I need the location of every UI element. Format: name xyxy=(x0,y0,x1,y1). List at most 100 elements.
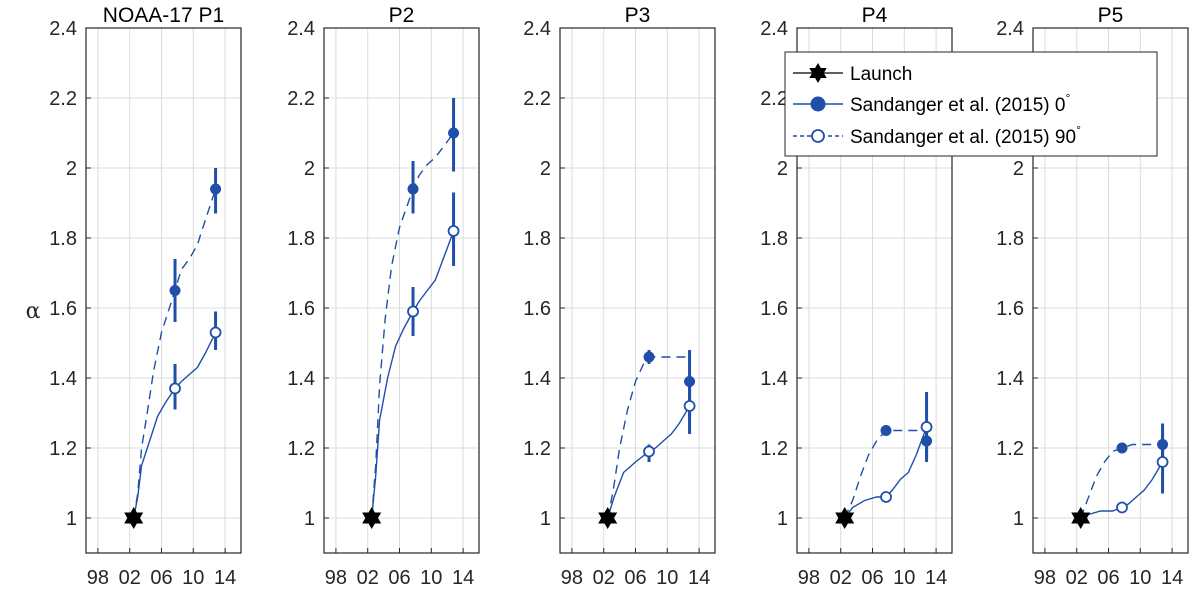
x-tick-label: 10 xyxy=(656,567,678,589)
panel-1: 98 02 06 10 14 1 1.2 1.4 1.6 1.8 2 2.2 2.4 NOAA-17 P1 xyxy=(49,4,242,589)
series-line-0deg xyxy=(133,188,217,519)
axes-box xyxy=(323,27,480,554)
x-tick-label: 10 xyxy=(893,567,915,589)
series-line-90deg xyxy=(844,426,928,519)
x-tick-label: 14 xyxy=(925,567,947,589)
launch-star-marker xyxy=(124,507,144,529)
launch-star-marker xyxy=(362,507,382,529)
y-tick-label: 2 xyxy=(304,158,315,180)
axes-box xyxy=(85,27,242,554)
y-tick-label: 2.4 xyxy=(523,18,551,40)
y-tick-label: 1 xyxy=(66,508,77,530)
data-point-0deg xyxy=(407,183,419,195)
x-tick-label: 02 xyxy=(593,567,615,589)
launch-star-marker xyxy=(598,507,618,529)
x-tick-label: 98 xyxy=(1034,567,1056,589)
legend: Launch Sandanger et al. (2015) 0° Sandan… xyxy=(784,51,1158,157)
data-point-90deg xyxy=(920,421,933,433)
data-point-90deg xyxy=(169,382,181,395)
data-point-0deg xyxy=(880,425,892,436)
y-tick-label: 1.4 xyxy=(287,368,315,390)
y-tick-label: 1.6 xyxy=(996,298,1024,320)
legend-0deg-label: Sandanger et al. (2015) 0° xyxy=(850,91,1071,116)
y-tick-label: 1 xyxy=(540,508,551,530)
legend-0deg-degree: ° xyxy=(1066,91,1071,105)
data-point-90deg xyxy=(209,326,222,339)
y-tick-label: 1.2 xyxy=(49,438,77,460)
x-tick-label: 10 xyxy=(182,567,204,589)
x-tick-label: 10 xyxy=(420,567,442,589)
x-tick-label: 02 xyxy=(119,567,141,589)
data-point-0deg xyxy=(1116,442,1128,454)
legend-90deg-label: Sandanger et al. (2015) 90° xyxy=(850,123,1081,148)
legend-0deg-marker xyxy=(810,96,826,112)
y-tick-label: 1.8 xyxy=(996,228,1024,250)
panel-title: NOAA-17 P1 xyxy=(103,4,224,27)
y-tick-label: 2.2 xyxy=(523,88,551,110)
y-tick-label: 1.2 xyxy=(287,438,315,460)
x-tick-label: 98 xyxy=(87,567,109,589)
y-tick-label: 1.2 xyxy=(760,438,788,460)
panel-2: 98 02 06 10 14 1 1.2 1.4 1.6 1.8 2 2.2 2.4 P2 xyxy=(287,4,480,589)
data-point-0deg xyxy=(210,183,222,195)
data-point-90deg xyxy=(1156,456,1169,468)
y-tick-label: 1.4 xyxy=(523,368,551,390)
panel-title: P3 xyxy=(625,4,651,27)
data-point-90deg xyxy=(447,225,460,237)
y-tick-label: 2.2 xyxy=(760,88,788,110)
legend-star-shape xyxy=(809,63,827,83)
x-tick-label: 14 xyxy=(452,567,474,589)
y-tick-label: 1 xyxy=(304,508,315,530)
y-tick-label: 1.2 xyxy=(523,438,551,460)
legend-90deg-degree: ° xyxy=(1076,123,1081,137)
legend-launch-star-icon xyxy=(809,63,827,83)
x-tick-label: 06 xyxy=(150,567,172,589)
y-tick-label: 1.4 xyxy=(996,368,1024,390)
y-tick-label: 2.4 xyxy=(49,18,77,40)
x-tick-label: 06 xyxy=(388,567,410,589)
y-tick-label: 1 xyxy=(777,508,788,530)
legend-0deg-text: Sandanger et al. (2015) 0 xyxy=(850,95,1066,116)
data-point-90deg xyxy=(407,305,419,318)
data-point-0deg xyxy=(643,351,655,363)
legend-90deg-marker xyxy=(811,129,825,143)
panel-3: 98 02 06 10 14 1 1.2 1.4 1.6 1.8 2 2.2 2.4 P3 xyxy=(523,4,716,589)
y-tick-label: 2.2 xyxy=(287,88,315,110)
legend-launch-label: Launch xyxy=(850,64,912,85)
y-tick-label: 1.2 xyxy=(996,438,1024,460)
y-tick-label: 1.8 xyxy=(287,228,315,250)
legend-90deg-text: Sandanger et al. (2015) 90 xyxy=(850,127,1076,148)
y-axis-label: α xyxy=(26,299,41,324)
y-tick-label: 1.8 xyxy=(760,228,788,250)
x-tick-label: 02 xyxy=(1066,567,1088,589)
data-point-90deg xyxy=(1116,501,1128,514)
y-tick-label: 2.2 xyxy=(49,88,77,110)
y-tick-label: 1.6 xyxy=(760,298,788,320)
y-tick-label: 2.4 xyxy=(287,18,315,40)
y-tick-label: 2.4 xyxy=(760,18,788,40)
panel-title: P4 xyxy=(862,4,888,27)
x-tick-label: 98 xyxy=(561,567,583,589)
x-tick-label: 98 xyxy=(325,567,347,589)
x-tick-label: 14 xyxy=(1161,567,1183,589)
y-tick-label: 1.8 xyxy=(49,228,77,250)
data-point-0deg xyxy=(169,285,181,296)
y-tick-label: 2 xyxy=(540,158,551,180)
x-tick-label: 10 xyxy=(1129,567,1151,589)
data-point-90deg xyxy=(643,445,655,458)
x-tick-label: 06 xyxy=(1097,567,1119,589)
y-tick-label: 1.6 xyxy=(49,298,77,320)
y-tick-label: 2 xyxy=(777,158,788,180)
launch-star-marker xyxy=(835,507,855,529)
y-tick-label: 2 xyxy=(66,158,77,180)
y-tick-label: 1.8 xyxy=(523,228,551,250)
y-tick-label: 1.6 xyxy=(523,298,551,320)
x-tick-label: 02 xyxy=(357,567,379,589)
data-point-0deg xyxy=(448,127,460,139)
y-tick-label: 1 xyxy=(1013,508,1024,530)
data-point-90deg xyxy=(683,400,696,412)
y-tick-label: 2.4 xyxy=(996,18,1024,40)
axes-box xyxy=(796,27,953,554)
series-line-90deg xyxy=(133,332,217,519)
y-tick-label: 1.4 xyxy=(760,368,788,390)
